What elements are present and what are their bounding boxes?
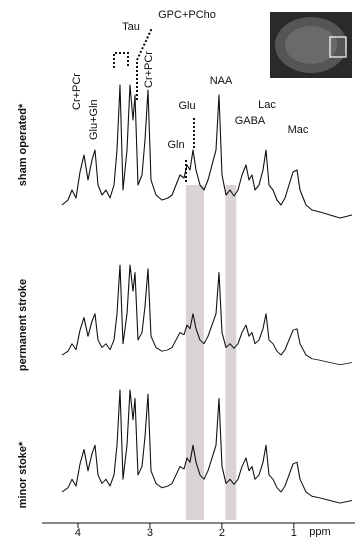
spectrum-minor bbox=[62, 390, 352, 503]
x-tick-label: 3 bbox=[147, 527, 153, 537]
peak-label: Cr+PCr bbox=[71, 73, 83, 110]
peak-label: Cr+PCr bbox=[143, 51, 155, 88]
row-label: permanent stroke bbox=[17, 279, 29, 371]
row-label: minor stoke* bbox=[17, 441, 29, 508]
peak-label: GPC+PCho bbox=[158, 9, 216, 21]
page: Cr+PCr Glu+Gln Tau GPC+PCho Cr+PCr NAA G… bbox=[0, 0, 355, 537]
axis-unit: ppm bbox=[309, 526, 330, 537]
peak-label: GABA bbox=[235, 115, 266, 127]
peak-label: Gln bbox=[167, 139, 184, 151]
shaded-bands bbox=[186, 185, 236, 520]
peak-label: Glu bbox=[178, 100, 195, 112]
peak-label: NAA bbox=[210, 75, 233, 87]
x-tick-label: 4 bbox=[75, 527, 81, 537]
row-label: sham operated* bbox=[17, 103, 29, 186]
shaded-band bbox=[225, 185, 236, 520]
figure: Cr+PCr Glu+Gln Tau GPC+PCho Cr+PCr NAA G… bbox=[0, 0, 355, 537]
inset-image bbox=[270, 12, 352, 78]
shaded-band bbox=[186, 185, 204, 520]
peak-label: Glu+Gln bbox=[88, 99, 100, 140]
peak-label: Lac bbox=[258, 99, 276, 111]
peak-label: Tau bbox=[122, 21, 140, 33]
peak-label: Mac bbox=[288, 124, 309, 136]
x-tick-label: 2 bbox=[219, 527, 225, 537]
spectra bbox=[62, 85, 352, 503]
spectrum-permanent bbox=[62, 265, 352, 365]
spectrum-sham bbox=[62, 85, 352, 218]
x-tick-label: 1 bbox=[291, 527, 297, 537]
